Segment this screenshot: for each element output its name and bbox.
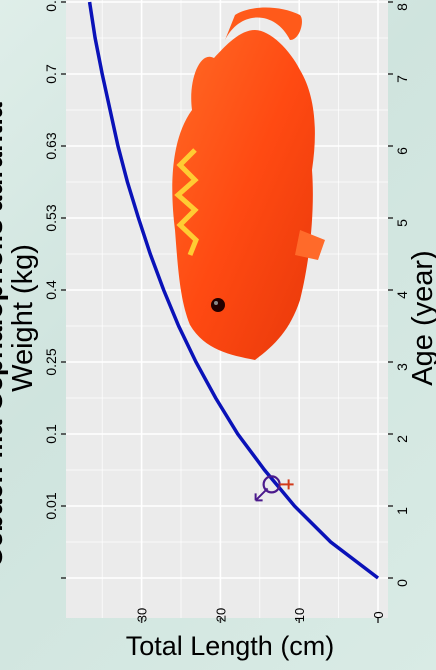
y-tick-label: 0: [371, 611, 386, 618]
top-tick-label: 0.63: [43, 132, 59, 159]
x-axis-bottom-ticks: 0 1 2 3 4 5 6 7 8: [388, 1, 410, 587]
y-tick-label: 30: [135, 608, 150, 622]
x-tick-label: 0: [394, 579, 410, 587]
fish-illustration: [172, 7, 325, 360]
x-tick-label: 3: [394, 363, 410, 371]
top-tick-label: 0.53: [43, 204, 59, 231]
y-axis-ticks: 0 10 20 30: [135, 608, 386, 623]
x-axis-top-ticks: 0.01 0.1 0.25 0.4 0.53 0.63 0.7 0.7: [43, 0, 66, 579]
x-tick-label: 6: [394, 147, 410, 155]
x-tick-label: 2: [394, 435, 410, 443]
x-axis-top-label: Weight (kg): [7, 244, 39, 392]
y-tick-label: 10: [292, 608, 307, 622]
x-tick-label: 7: [394, 75, 410, 83]
y-tick-label: 20: [213, 608, 228, 622]
top-tick-label: 0.01: [43, 492, 59, 519]
top-tick-label: 0.4: [43, 280, 59, 300]
sex-symbol-annotation: [254, 475, 294, 502]
top-tick-label: 0.7: [43, 64, 59, 84]
series-line: [87, 1, 380, 580]
x-tick-label: 8: [394, 3, 410, 11]
top-tick-label: 0.7: [43, 0, 59, 12]
top-tick-label: 0.1: [43, 424, 59, 444]
top-tick-label: 0.25: [43, 348, 59, 375]
y-axis-label: Total Length (cm): [126, 631, 335, 661]
chart-title: Cebacn ilia Cephalopholis aurantia: [0, 102, 8, 568]
x-axis-bottom-label: Age (year): [407, 250, 436, 385]
x-tick-label: 1: [394, 507, 410, 515]
x-tick-label: 4: [394, 291, 410, 299]
x-tick-label: 5: [394, 219, 410, 227]
